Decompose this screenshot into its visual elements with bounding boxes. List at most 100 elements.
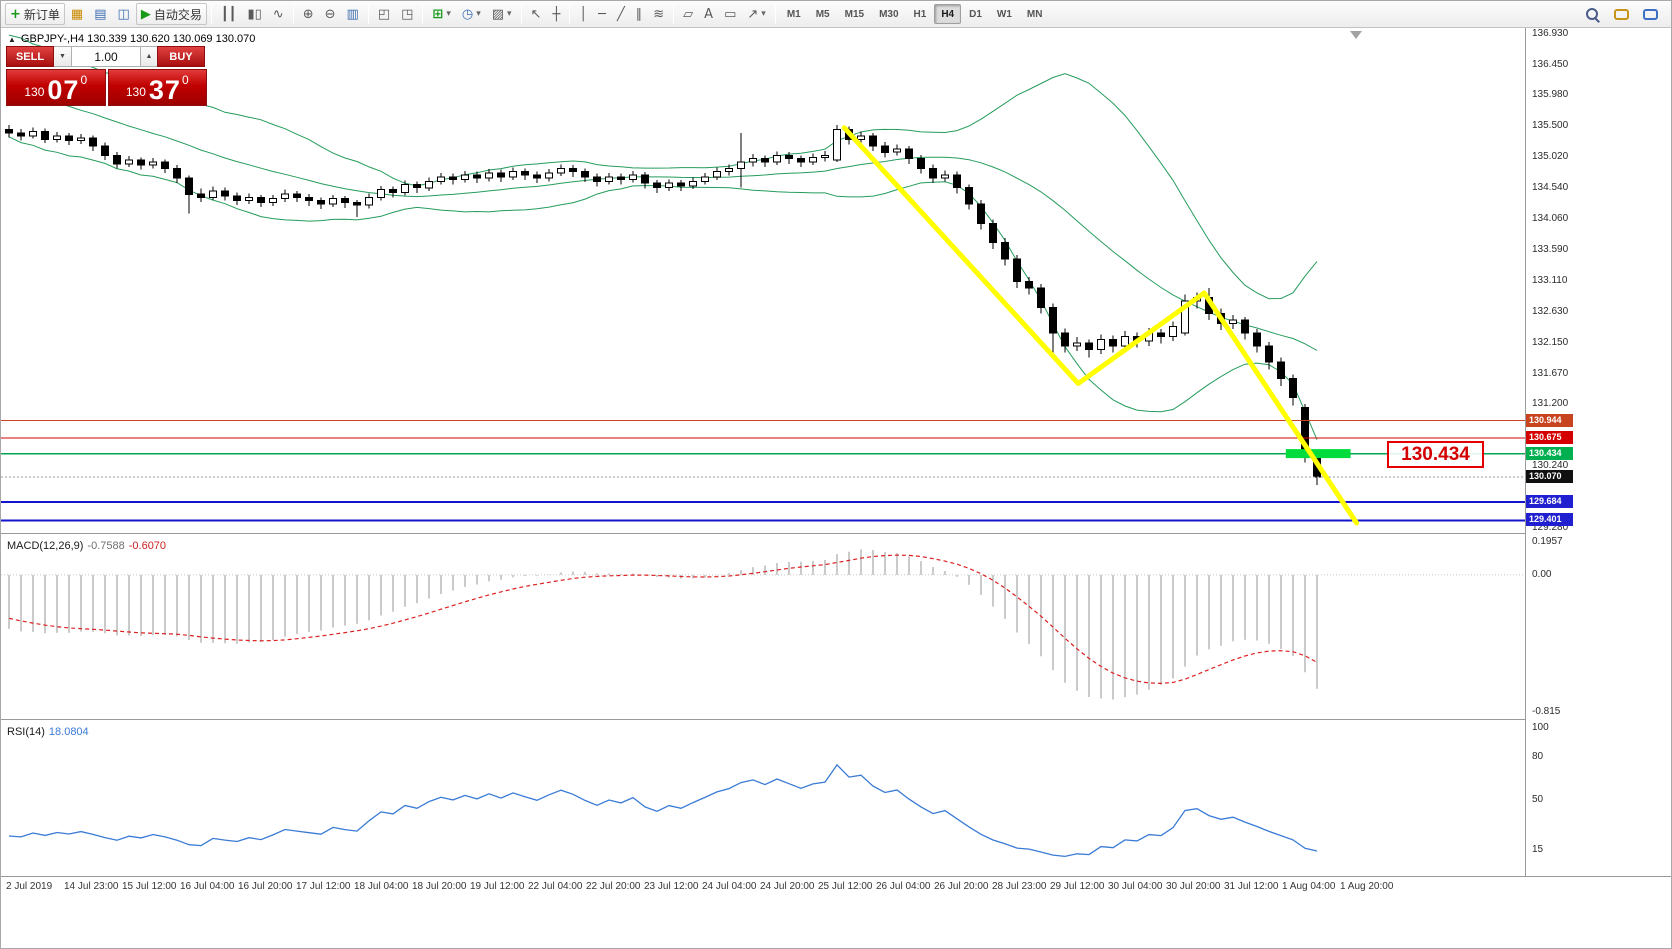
macd-panel[interactable] [1,534,1525,720]
timeframe-m5[interactable]: M5 [815,8,830,20]
trendline[interactable] [841,125,1360,526]
fibonacci-icon: ≋ [653,6,665,22]
time-axis[interactable]: 2 Jul 2019 14 Jul 23:00 15 Jul 12:00 16 Jul… [1,876,1671,948]
crosshair-icon: ┼ [552,6,561,22]
tile-windows-button[interactable]: ◰ [373,3,395,25]
timeframe-h4[interactable]: H4 [934,4,962,24]
volume-increase-button[interactable]: ▲ [141,46,157,67]
add-indicator-button[interactable]: ⊞ ▾ [427,3,455,25]
periods-button[interactable]: ◷ ▾ [457,3,486,25]
fibonacci-button[interactable]: ≋ [648,3,669,25]
navigator-icon: ◫ [117,6,130,22]
search-icon [1585,7,1600,22]
data-window-button[interactable]: ▤ [89,3,111,25]
vertical-line-button[interactable]: │ [574,3,592,25]
buy-button[interactable]: BUY [157,46,205,67]
rsi-name: RSI(14) [7,726,45,738]
macd-axis[interactable]: 0.1957 0.00 -0.815 [1526,534,1671,720]
time-axis-label: 19 Jul 12:00 [470,881,525,892]
macd-axis-label: 0.1957 [1532,536,1563,547]
timeframe-m30[interactable]: M30 [879,8,899,20]
chart-window: 136.930 136.450 135.980 135.500 135.020 134.5… [1,28,1671,948]
sell-price-pips: 07 [47,75,80,106]
sell-price-main: 130 [24,85,45,99]
autotrade-label: 自动交易 [153,7,202,22]
trendline-button[interactable]: ╱ [612,3,630,25]
arrows-button[interactable]: ↗ ▾ [742,3,770,25]
highlight-zone[interactable] [1285,449,1351,459]
new-order-button[interactable]: + 新订单 [5,3,65,25]
buy-price-button[interactable]: 130 37 0 [107,69,207,106]
chevron-down-icon: ▼ [59,53,66,60]
vertical-line-icon: │ [579,6,588,22]
timeframe-h1[interactable]: H1 [913,8,927,20]
macd-signal-value: -0.6070 [128,540,167,552]
buy-price-main: 130 [125,85,146,99]
price-chart[interactable] [1,28,1525,534]
volume-input[interactable] [72,46,141,67]
community-chat-button[interactable] [1609,3,1634,25]
channel-button[interactable]: ∥ [631,3,648,25]
label-button[interactable]: ▭ [719,3,741,25]
zoom-out-button[interactable]: ⊖ [320,3,341,25]
templates-button[interactable]: ▨ ▾ [487,3,517,25]
time-axis-label: 1 Aug 04:00 [1282,881,1336,892]
timeframe-d1[interactable]: D1 [969,8,982,20]
candlestick-chart-button[interactable]: ▮▯ [242,3,266,25]
candlestick-chart-icon: ▮▯ [247,6,262,22]
tile-windows-icon: ◰ [377,6,391,22]
one-click-price-row: 130 07 0 130 37 0 [6,69,207,106]
macd-axis-label: 0.00 [1532,568,1552,580]
zoom-in-button[interactable]: ⊕ [298,3,319,25]
horizontal-line-button[interactable]: ─ [593,3,611,25]
line-chart-button[interactable]: ∿ [268,3,289,25]
horizontal-level-lines[interactable] [1,420,1525,522]
navigator-button[interactable]: ◫ [113,3,135,25]
timeframe-w1[interactable]: W1 [996,8,1012,20]
timeframe-mn[interactable]: MN [1026,8,1043,20]
sell-price-button[interactable]: 130 07 0 [6,69,106,106]
volume-dropdown[interactable]: ▼ [54,46,72,67]
panel-separator[interactable] [1,719,1671,720]
text-button[interactable]: A [699,3,718,25]
market-watch-button[interactable]: ▦ [66,3,88,25]
bollinger-bands[interactable] [8,34,1318,440]
search-button[interactable] [1580,3,1605,25]
time-axis-label: 26 Jul 20:00 [934,881,989,892]
zoom-out-icon: ⊖ [324,6,336,22]
sell-price-point: 0 [80,73,88,87]
time-axis-label: 18 Jul 20:00 [412,881,467,892]
toolbar-separator [210,4,212,24]
timeframe-m1[interactable]: M1 [786,8,801,20]
rsi-axis[interactable]: 100 80 50 15 [1526,720,1671,876]
support-chat-button[interactable] [1638,3,1663,25]
cursor-button[interactable]: ↖ [526,3,547,25]
price-level-tag: 130.675 [1526,431,1573,445]
price-callout[interactable]: 130.434 [1387,441,1484,468]
panel-separator[interactable] [1,533,1671,534]
time-axis-label: 22 Jul 04:00 [528,881,583,892]
price-axis[interactable]: 136.930 136.450 135.980 135.500 135.020 134.5… [1526,28,1671,534]
price-axis-label: 135.980 [1532,89,1569,101]
line-chart-icon: ∿ [272,6,284,22]
chart-shift-marker-icon[interactable] [1350,31,1362,39]
crosshair-button[interactable]: ┼ [547,3,565,25]
indicators-button[interactable]: ▥ [342,3,364,25]
bar-chart-button[interactable]: ┃┃ [216,3,242,25]
time-axis-label: 1 Aug 20:00 [1340,881,1394,892]
time-axis-label: 14 Jul 23:00 [64,881,119,892]
time-axis-label: 28 Jul 23:00 [992,881,1047,892]
timeframe-group: M1 M5 M15 M30 H1 H4 D1 W1 MN [780,4,1050,24]
cursor-icon: ↖ [530,6,542,22]
chevron-down-icon: ▾ [476,8,481,19]
rsi-panel[interactable] [1,720,1525,876]
current-price-tag: 130.070 [1526,470,1573,484]
shapes-button[interactable]: ▱ [678,3,698,25]
time-axis-label: 30 Jul 20:00 [1166,881,1221,892]
cascade-windows-button[interactable]: ◳ [396,3,418,25]
timeframe-m15[interactable]: M15 [844,8,865,20]
sell-button[interactable]: SELL [6,46,54,67]
new-order-icon: + [10,6,21,22]
autotrade-button[interactable]: ▶ 自动交易 [135,3,207,25]
